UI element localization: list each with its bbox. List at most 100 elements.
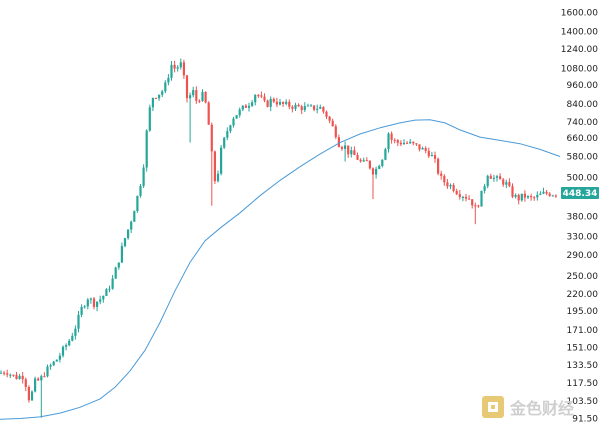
candle-body [142,167,145,187]
candle [409,138,412,145]
y-tick-label: 330.00 [567,233,599,243]
candle [83,304,86,309]
candle-body [260,95,263,97]
candle-body [105,289,108,296]
candle [15,371,18,380]
candle [40,374,43,418]
candle [440,170,443,180]
candle [495,174,499,182]
candle-body [384,149,387,160]
candle-body [195,90,198,101]
last-price-tag-bg [561,187,599,200]
y-tick-label: 151.00 [567,343,599,353]
candle-body [294,104,297,109]
candle-body [12,374,15,376]
candle-body [520,193,523,201]
candle-body [123,238,127,247]
candle-body [18,375,21,379]
candle-body [362,160,365,162]
candle [316,104,319,114]
candle-body [399,142,402,145]
candle [108,285,111,293]
candle [192,86,195,98]
candle-body [319,106,322,109]
candle [344,141,347,162]
candle [105,288,108,297]
candle [291,105,294,113]
candle-body [275,101,278,105]
candle [334,124,337,140]
candle-body [154,97,158,99]
candle-body [542,191,545,194]
candle-body [204,91,207,103]
candle [195,86,198,104]
candle-body [136,195,139,212]
y-tick-label: 1240.00 [561,45,598,55]
candle-body [313,105,316,110]
candle-body [365,160,368,162]
candle [313,105,316,112]
candle-body [185,75,189,99]
candle [477,204,480,208]
candle [201,89,204,102]
candle [198,99,201,104]
candle-body [92,298,96,307]
candle [142,164,145,188]
candle-body [505,182,508,185]
y-tick-label: 103.50 [567,397,599,407]
candle-body [347,145,350,155]
candle [161,89,164,98]
candle [223,136,226,150]
candle [282,101,285,107]
candle [130,220,133,233]
candle-body [102,295,105,300]
candle-body [158,94,161,99]
candle-body [235,115,238,119]
candle [6,369,9,378]
candle [226,127,229,141]
candle-body [27,387,30,401]
candle [213,150,216,184]
candle-body [9,374,12,376]
candle [269,96,272,112]
candle-body [244,105,247,108]
y-tick-label: 660.00 [567,134,599,144]
candle-body [288,101,291,107]
candle-body [356,155,359,160]
candle [92,297,96,310]
candle [399,140,402,147]
candle-body [30,391,34,401]
candle [173,60,176,73]
candle [55,359,58,362]
candle-body [495,176,499,178]
candle [486,174,489,189]
candle [356,152,359,161]
candle-body [340,147,344,149]
candle-body [316,108,319,110]
candle [266,99,269,108]
candle-body [43,376,46,378]
candle-body [393,139,396,141]
candle-body [390,133,393,140]
candle [229,124,232,134]
candle [260,91,263,99]
candle-body [530,196,533,198]
candle [536,191,539,201]
candle [37,377,40,382]
candle-body [232,118,235,126]
y-tick-label: 500.00 [567,174,599,184]
candle-body [86,299,89,307]
candle-body [3,372,6,374]
candle-body [499,176,502,180]
candle-body [65,345,68,347]
candle-body [201,91,204,102]
moving-average-line [0,119,561,420]
candle [241,105,244,112]
gold-finance-logo-icon [482,396,504,418]
candle [480,190,483,207]
candle-body [353,150,356,156]
candle-body [89,298,92,300]
candle-body [226,131,229,138]
candle [18,373,21,380]
last-price-tag-text: 448.34 [563,189,598,199]
